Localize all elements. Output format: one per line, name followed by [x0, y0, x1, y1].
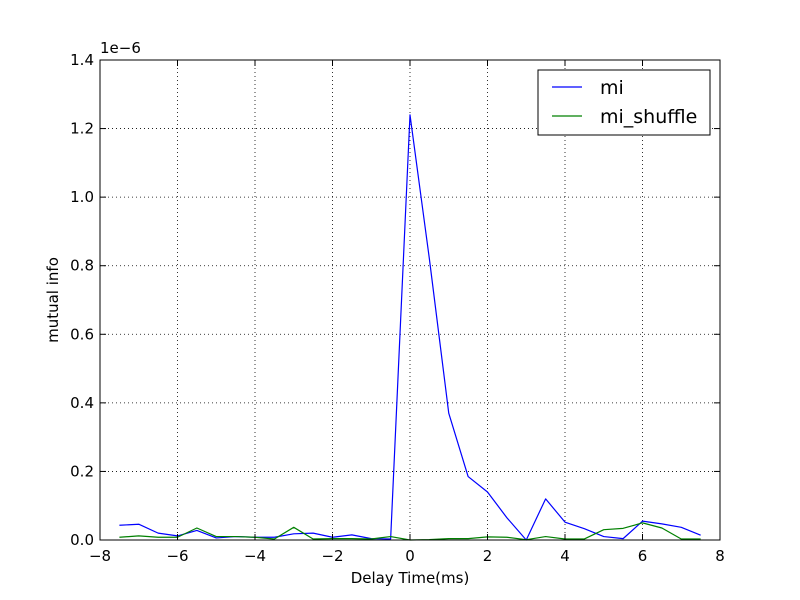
- x-tick-label: 8: [715, 547, 725, 565]
- axis-ticks: −8 −6 −4 −2 0 2 4 6 8 0.0 0.2 0.4 0.6 0.8 1.0 1.2 1.4: [70, 51, 725, 565]
- x-tick-label: −2: [321, 547, 343, 565]
- legend-label-mi: mi: [600, 77, 624, 99]
- y-offset-label: 1e−6: [100, 39, 141, 57]
- legend-label-mi-shuffle: mi_shuffle: [600, 106, 697, 128]
- x-tick-label: 0: [405, 547, 415, 565]
- y-tick-label: 1.2: [70, 120, 94, 138]
- y-tick-label: 1.0: [70, 188, 94, 206]
- x-tick-label: 2: [483, 547, 493, 565]
- y-tick-label: 0.2: [70, 462, 94, 480]
- y-tick-label: 0.4: [70, 394, 94, 412]
- x-axis-label: Delay Time(ms): [351, 569, 470, 587]
- y-tick-label: 0.8: [70, 257, 94, 275]
- x-tick-label: −4: [244, 547, 266, 565]
- y-axis-label: mutual info: [44, 257, 62, 343]
- x-tick-label: 4: [560, 547, 570, 565]
- y-tick-label: 0.6: [70, 325, 94, 343]
- series-line-mi: [119, 114, 701, 541]
- x-tick-label: −6: [166, 547, 188, 565]
- legend-box: [537, 69, 711, 136]
- y-tick-label: 1.4: [70, 51, 94, 69]
- x-tick-label: −8: [89, 547, 111, 565]
- legend: mi mi_shuffle: [537, 69, 711, 136]
- x-tick-label: 6: [638, 547, 648, 565]
- y-tick-label: 0.0: [70, 531, 94, 549]
